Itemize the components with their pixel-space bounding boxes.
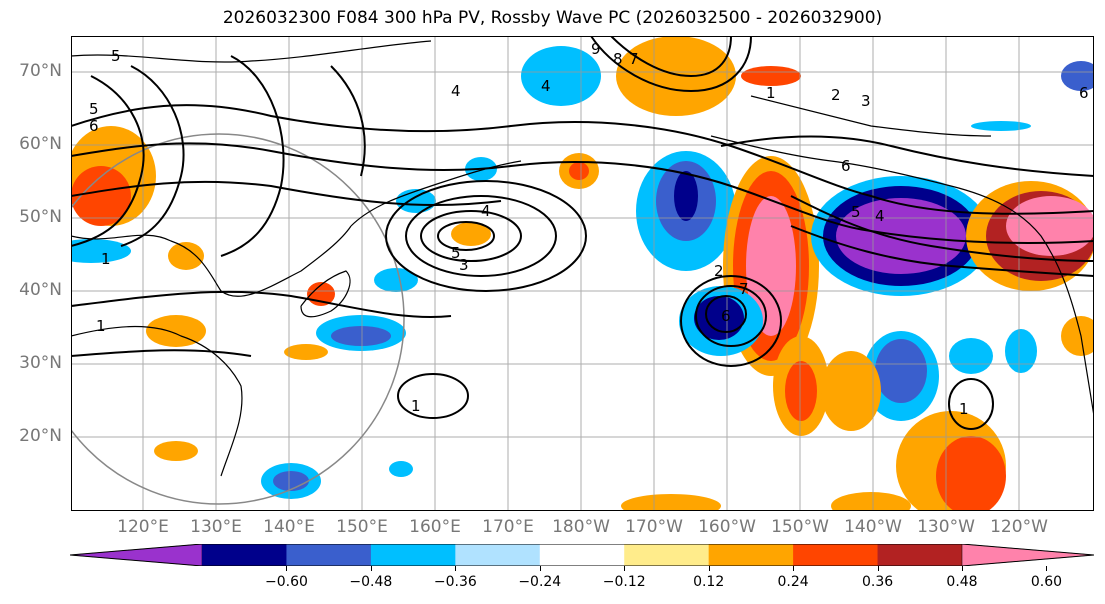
colorbar-tick-label: 0.48 [946, 574, 978, 590]
colorbar-tickmark [708, 566, 710, 571]
contour-label: 9 [591, 40, 601, 58]
contour-label: 4 [451, 82, 461, 100]
contour-label: 6 [721, 307, 731, 325]
contour-label: 1 [101, 250, 111, 268]
contour-label: 5 [111, 47, 121, 65]
colorbar-tick-label: 0.24 [777, 574, 809, 590]
contour-label: 6 [89, 117, 99, 135]
contour-label: 8 [613, 50, 623, 68]
colorbar-cell [877, 544, 963, 566]
colorbar-extend-min [70, 544, 203, 566]
lon-label: 150°W [771, 517, 829, 537]
colorbar-cell [455, 544, 541, 566]
contour-labels: 5 5 6 4 4 5 3 1 1 1 9 8 7 4 1 2 3 6 5 4 … [89, 40, 1089, 418]
colorbar-tickmark [962, 566, 963, 571]
contour-label: 6 [1079, 84, 1089, 102]
contour-label: 1 [959, 400, 969, 418]
colorbar-tickmark [539, 566, 541, 571]
colorbar-tickmark [793, 566, 795, 571]
lon-label: 130°E [190, 517, 242, 537]
colorbar-tick-label: 0.36 [861, 574, 894, 590]
lat-label: 60°N [19, 134, 62, 154]
colorbar-cell [624, 544, 710, 566]
contour-label: 3 [459, 256, 469, 274]
colorbar-tickmark [1046, 566, 1048, 571]
map-title: 2026032300 F084 300 hPa PV, Rossby Wave … [222, 8, 883, 28]
colorbar-cell [708, 544, 794, 566]
contour-label: 5 [89, 100, 99, 118]
lat-label: 20°N [19, 426, 62, 446]
colorbar-tick-label: 0.12 [693, 574, 725, 590]
contour-label: 4 [541, 77, 551, 95]
colorbar-tick-label: −0.24 [518, 574, 562, 590]
contour-label: 2 [714, 262, 724, 280]
contour-label: 1 [96, 317, 106, 335]
lon-label: 140°W [844, 517, 902, 537]
lon-label: 130°W [917, 517, 975, 537]
lon-label: 150°E [336, 517, 388, 537]
contour-label: 7 [739, 280, 749, 298]
colorbar-tickmark [286, 566, 288, 571]
map-canvas: 5 5 6 4 4 5 3 1 1 1 9 8 7 4 1 2 3 6 5 4 … [71, 36, 1094, 511]
colorbar [70, 544, 1094, 566]
colorbar-cell [202, 544, 287, 566]
lat-label: 50°N [19, 207, 62, 227]
contour-label: 3 [861, 92, 871, 110]
contour-label: 2 [831, 86, 841, 104]
colorbar-cell [539, 544, 625, 566]
colorbar-tickmark [624, 566, 626, 571]
colorbar-tick-label: −0.12 [602, 574, 646, 590]
contour-label: 1 [766, 84, 776, 102]
colorbar-extend-max [961, 544, 1094, 566]
contour-label: 4 [481, 202, 491, 220]
colorbar-tickmark [877, 566, 879, 571]
lon-label: 170°E [482, 517, 534, 537]
colorbar-cell [370, 544, 456, 566]
contour-label: 7 [629, 50, 639, 68]
lon-label: 120°E [117, 517, 169, 537]
contour-label: 1 [411, 397, 421, 415]
range-circle [71, 133, 405, 505]
colorbar-tickmark [455, 566, 457, 571]
lon-label: 160°E [409, 517, 461, 537]
colorbar-tick-label: −0.36 [433, 574, 477, 590]
colorbar-tick-label: 0.60 [1030, 574, 1063, 590]
contour-label: 5 [851, 203, 861, 221]
pv-contours [71, 36, 1094, 430]
contour-label: 5 [451, 244, 461, 262]
colorbar-tickmark [370, 566, 372, 571]
colorbar-cell [793, 544, 879, 566]
coastlines [71, 40, 1094, 477]
lat-label: 40°N [19, 280, 62, 300]
colorbar-tick-label: −0.60 [264, 574, 308, 590]
lon-label: 160°W [698, 517, 756, 537]
colorbar-cell [286, 544, 372, 566]
lat-label: 30°N [19, 353, 62, 373]
colorbar-cells [70, 544, 1094, 566]
contour-label: 4 [875, 207, 885, 225]
lon-label: 120°W [990, 517, 1048, 537]
colorbar-tick-label: −0.48 [349, 574, 393, 590]
lat-label: 70°N [19, 61, 62, 81]
contour-label: 6 [841, 157, 851, 175]
lon-label: 140°E [263, 517, 315, 537]
map-panel: 5 5 6 4 4 5 3 1 1 1 9 8 7 4 1 2 3 6 5 4 … [71, 36, 1094, 511]
lon-label: 170°W [625, 517, 683, 537]
lon-label: 180°W [552, 517, 610, 537]
